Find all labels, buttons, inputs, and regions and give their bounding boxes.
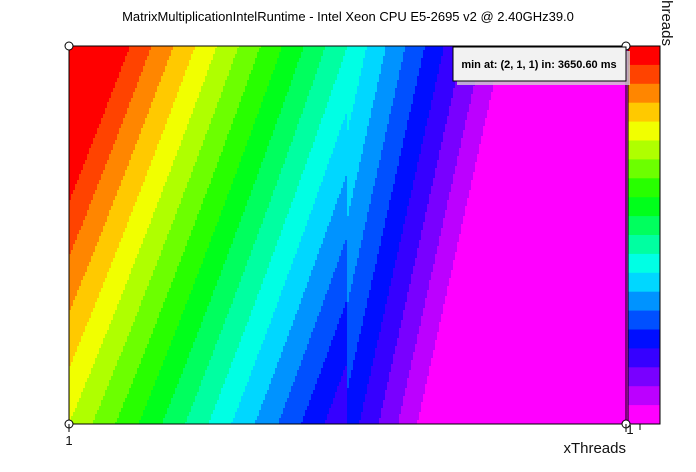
colorbar-level [628, 141, 660, 160]
colorbar-level [628, 103, 660, 122]
colorbar [628, 46, 660, 425]
colorbar-level [628, 330, 660, 349]
x-axis-label: xThreads [563, 440, 626, 457]
min-annotation: min at: (2, 1, 1) in: 3650.60 ms [453, 47, 630, 85]
colorbar-level [628, 84, 660, 103]
colorbar-level [628, 292, 660, 311]
colorbar-level [628, 386, 660, 405]
colorbar-level [628, 216, 660, 235]
colorbar-level [628, 254, 660, 273]
colorbar-level [628, 273, 660, 292]
chart-title: MatrixMultiplicationIntelRuntime - Intel… [122, 9, 574, 24]
colorbar-level [628, 178, 660, 197]
colorbar-level [628, 46, 660, 65]
corner-handle-top-left[interactable] [65, 42, 73, 50]
colorbar-level [628, 65, 660, 84]
y-axis-label: yThreads [658, 0, 675, 46]
colorbar-level [628, 122, 660, 141]
x-tick-label-start: 1 [65, 433, 72, 448]
heatmap-surface [69, 46, 627, 424]
colorbar-level [628, 197, 660, 216]
min-annotation-text: min at: (2, 1, 1) in: 3650.60 ms [461, 59, 616, 71]
colorbar-level [628, 311, 660, 330]
colorbar-level [628, 348, 660, 367]
x-tick-label-end: 1 [626, 422, 633, 437]
colorbar-level [628, 159, 660, 178]
colorbar-level [628, 367, 660, 386]
colorbar-level [628, 235, 660, 254]
